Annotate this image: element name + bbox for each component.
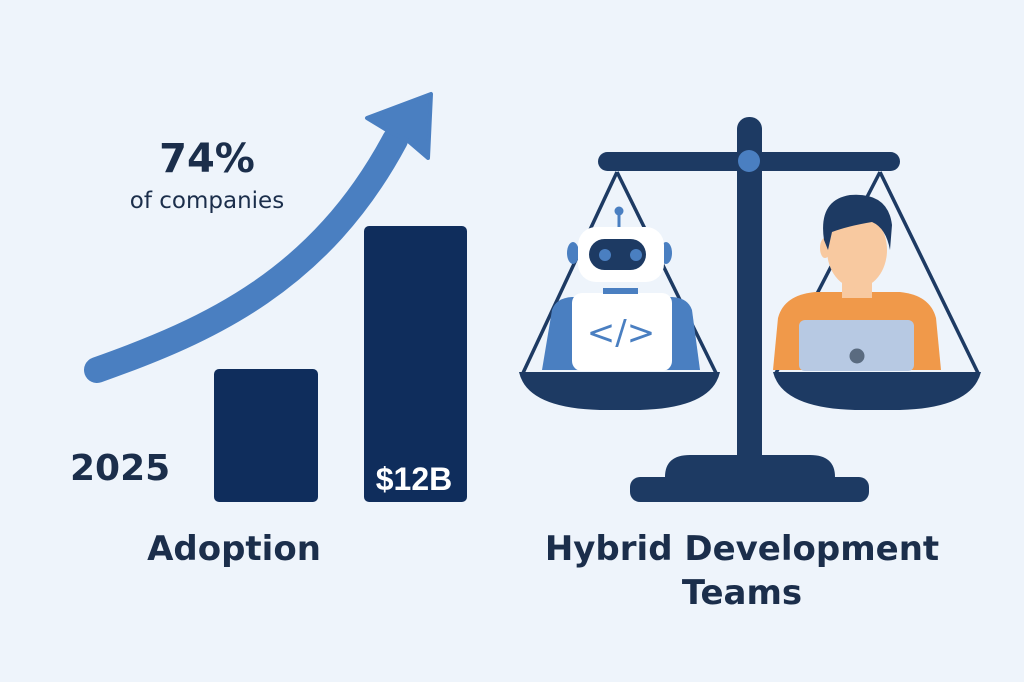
bar-small	[214, 369, 318, 502]
stat-value: 74%	[159, 136, 255, 182]
code-symbol: </>	[587, 313, 655, 353]
laptop-icon	[799, 320, 914, 371]
hybrid-title-line2: Teams	[682, 573, 802, 613]
balance-scale-icon	[521, 117, 980, 502]
robot-icon: </>	[542, 206, 700, 371]
stat-caption: of companies	[130, 188, 284, 214]
bar-large	[364, 226, 467, 502]
year-label: 2025	[70, 448, 170, 489]
growth-arrow-icon	[84, 127, 408, 383]
bar-value-label: $12B	[376, 461, 453, 497]
adoption-panel: 74% of companies 2025 $12B Adoption	[70, 92, 467, 569]
person-with-laptop-icon	[773, 194, 941, 371]
scale-pans	[519, 372, 981, 410]
adoption-title: Adoption	[147, 529, 321, 569]
growth-arrow-head-icon	[365, 92, 433, 160]
hybrid-title-line1: Hybrid Development	[545, 529, 939, 569]
